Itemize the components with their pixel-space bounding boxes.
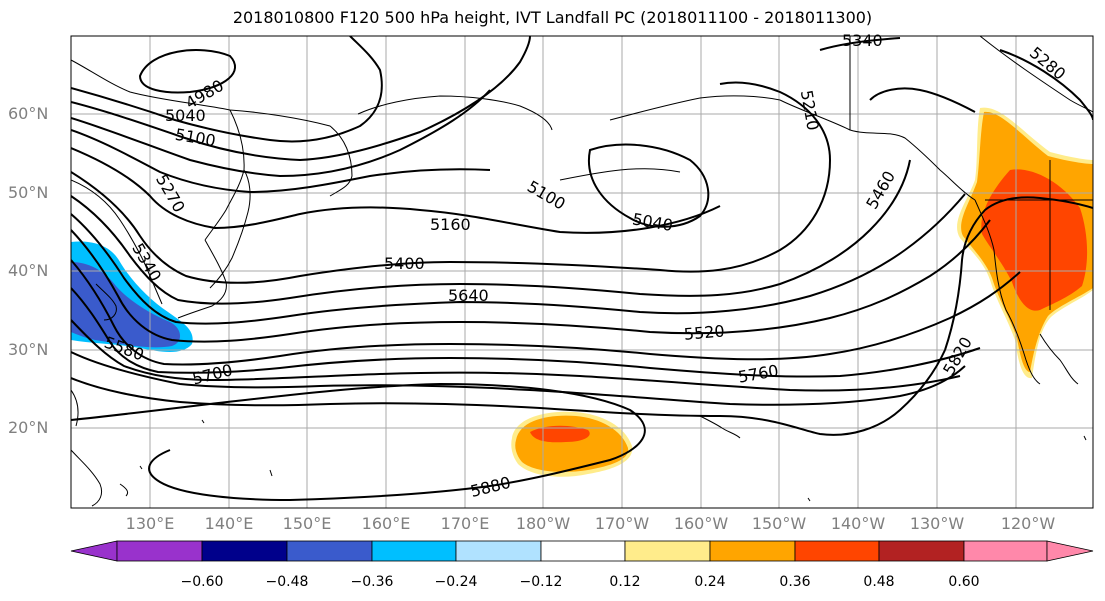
colorbar-tick-label: −0.24: [434, 574, 478, 590]
colorbar-extend-high: [1046, 540, 1094, 562]
colorbar-tick-label: −0.48: [265, 574, 309, 590]
map-frame: [70, 35, 1094, 509]
height-contours: [71, 36, 1093, 502]
colorbar-tick-label: −0.12: [519, 574, 563, 590]
colorbar: [70, 540, 1094, 562]
longitude-label: 160°W: [673, 514, 729, 533]
colorbar-bin: [709, 540, 796, 562]
latitude-label: 40°N: [8, 261, 49, 280]
colorbar-bin: [878, 540, 965, 562]
colorbar-bin: [286, 540, 373, 562]
longitude-label: 120°W: [1000, 514, 1056, 533]
longitude-label: 170°E: [440, 514, 490, 533]
contour-label: 5400: [384, 254, 425, 273]
longitude-label: 170°W: [594, 514, 650, 533]
longitude-label: 160°E: [361, 514, 411, 533]
colorbar-bin: [540, 540, 626, 562]
ivt-negative-region-dark: [71, 262, 181, 348]
colorbar-bin: [455, 540, 542, 562]
colorbar-tick-label: 0.36: [779, 574, 811, 590]
longitude-label: 130°E: [125, 514, 175, 533]
map-title: 2018010800 F120 500 hPa height, IVT Land…: [232, 8, 873, 27]
latitude-label: 50°N: [8, 183, 49, 202]
longitude-label: 150°E: [282, 514, 332, 533]
longitude-label: 140°E: [204, 514, 254, 533]
colorbar-tick-label: −0.60: [180, 574, 224, 590]
longitude-label: 130°W: [909, 514, 965, 533]
colorbar-bin: [116, 540, 203, 562]
latitude-label: 60°N: [8, 104, 49, 123]
ivt-positive-westcoast-core: [981, 169, 1088, 311]
colorbar-bin: [201, 540, 288, 562]
contour-label: 5640: [448, 286, 489, 305]
contour-label: 5040: [165, 106, 206, 125]
colorbar-bin: [963, 540, 1048, 562]
longitude-label: 150°W: [751, 514, 807, 533]
latitude-label: 30°N: [8, 340, 49, 359]
ivt-positive-subtropical-core: [530, 425, 590, 443]
contour-label: 5160: [430, 215, 471, 234]
latitude-label: 20°N: [8, 418, 49, 437]
longitude-label: 140°W: [830, 514, 886, 533]
contour-label: 5520: [683, 321, 725, 343]
colorbar-tick-label: 0.24: [694, 574, 726, 590]
contour-label: 5340: [842, 31, 883, 50]
colorbar-extend-low: [70, 540, 118, 562]
colorbar-bin: [371, 540, 457, 562]
colorbar-tick-label: −0.36: [350, 574, 394, 590]
colorbar-tick-label: 0.60: [948, 574, 980, 590]
colorbar-tick-label: 0.48: [863, 574, 895, 590]
colorbar-tick-label: 0.12: [609, 574, 641, 590]
colorbar-bin: [794, 540, 880, 562]
colorbar-bin: [624, 540, 711, 562]
longitude-label: 180°W: [515, 514, 571, 533]
